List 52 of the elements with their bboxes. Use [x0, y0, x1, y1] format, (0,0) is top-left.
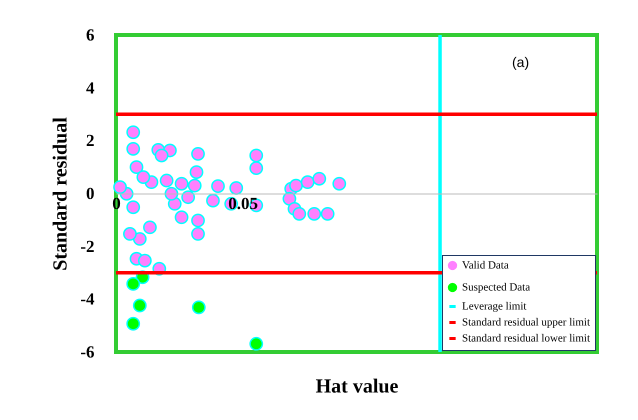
point [138, 254, 152, 268]
y-axis-title: Standard residual [49, 116, 72, 271]
point [312, 172, 326, 186]
point [126, 276, 140, 291]
point [174, 176, 188, 191]
point [289, 178, 303, 192]
point [191, 214, 205, 228]
point [113, 180, 127, 194]
point [132, 232, 147, 246]
y-tick-label: -4 [80, 290, 95, 309]
ref-line-label: Leverage limit [462, 300, 526, 312]
point [126, 316, 140, 331]
legend-label: Standard residual upper limit [462, 316, 590, 328]
y-tick-label: 2 [86, 131, 94, 150]
point [206, 194, 220, 208]
point [130, 160, 144, 174]
point [132, 298, 147, 312]
point [191, 147, 205, 161]
y-tick-label: 4 [86, 78, 95, 98]
y-tick-label: -6 [80, 342, 94, 362]
point [136, 170, 150, 184]
point [190, 165, 204, 179]
point [249, 336, 264, 351]
point [292, 206, 306, 221]
legend-label: Valid Data [462, 260, 509, 272]
x-axis-title: Hat value [316, 376, 399, 398]
point [126, 125, 140, 140]
y-tick-label: 6 [86, 26, 94, 44]
legend-label: Standard residual lower limit [462, 332, 590, 344]
point [229, 181, 244, 195]
point [192, 300, 206, 314]
point [160, 174, 174, 188]
point [300, 175, 315, 190]
point [174, 210, 188, 224]
point [211, 179, 225, 193]
y-tick-label: -2 [80, 236, 94, 256]
point [143, 220, 157, 234]
point [154, 148, 168, 162]
point [307, 206, 322, 221]
point [249, 148, 264, 162]
point [126, 142, 140, 156]
point [332, 176, 346, 191]
legend-label: Suspected Data [462, 282, 530, 294]
annotation: (a) [512, 54, 530, 70]
point [126, 200, 140, 214]
point [191, 227, 205, 241]
point [320, 206, 335, 221]
point [188, 178, 202, 192]
point [123, 227, 137, 241]
point [164, 186, 178, 201]
point [181, 190, 196, 204]
point [249, 161, 264, 175]
